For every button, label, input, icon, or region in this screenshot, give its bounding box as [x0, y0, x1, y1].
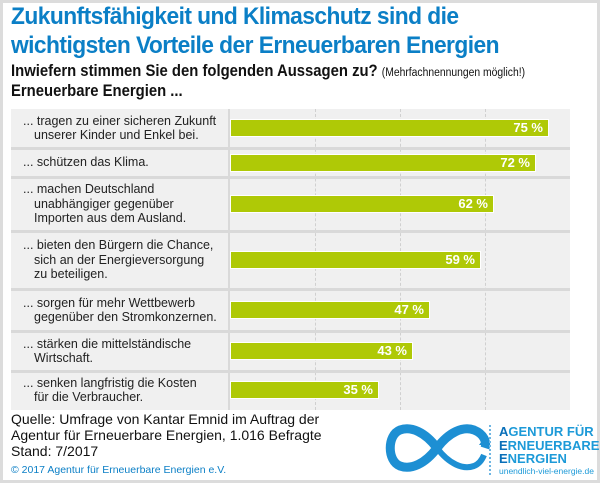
bar-value-label: 59 % — [445, 252, 475, 267]
category-label-line: ... machen Deutschland — [23, 182, 155, 197]
infinity-icon — [385, 424, 491, 472]
category-label: ... sorgen für mehr Wettbewerb gegenüber … — [23, 290, 228, 330]
category-label-line: unabhängiger gegenüber — [34, 196, 174, 211]
category-label-line: ... senken langfristig die Kosten — [23, 375, 197, 390]
logo-line-3: ENERGIEN — [499, 451, 567, 466]
logo-url: unendlich-viel-energie.de — [499, 466, 594, 476]
bar-value-label: 43 % — [377, 343, 407, 358]
bar — [230, 154, 536, 172]
logo-line-1: AGENTUR FÜR — [499, 424, 594, 439]
bar-value-label: 75 % — [513, 120, 543, 135]
source-line-2: Agentur für Erneuerbare Energien, 1.016 … — [11, 427, 322, 443]
bar — [230, 119, 549, 137]
bar-value-label: 62 % — [458, 196, 488, 211]
copyright: © 2017 Agentur für Erneuerbare Energien … — [11, 464, 227, 476]
bar — [230, 301, 430, 319]
row-divider — [11, 370, 570, 373]
category-label-line: sich an der Energieversorgung — [34, 252, 205, 267]
bar — [230, 381, 379, 399]
chart-title: Zukunftsfähigkeit und Klimaschutz sind d… — [11, 2, 500, 60]
row-divider — [11, 147, 570, 150]
category-label: ... bieten den Bürgern die Chance, sich a… — [23, 232, 228, 288]
bar — [230, 195, 494, 213]
question-text: Inwiefern stimmen Sie den folgenden Auss… — [11, 62, 378, 80]
gridline-60 — [485, 109, 486, 410]
category-label-line: ... tragen zu einer sicheren Zukunft — [23, 113, 217, 128]
category-label-line: Wirtschaft. — [34, 351, 94, 365]
category-label-line: ... schützen das Klima. — [23, 155, 149, 170]
category-label: ... schützen das Klima. — [23, 149, 228, 176]
bar-value-label: 35 % — [343, 382, 373, 397]
source-line-3: Stand: 7/2017 — [11, 443, 99, 459]
statement-lead: Erneuerbare Energien ... — [11, 82, 183, 100]
question-subtitle: Inwiefern stimmen Sie den folgenden Auss… — [11, 61, 525, 83]
bar-chart: ... tragen zu einer sicheren Zukunft unse… — [11, 109, 570, 410]
row-divider — [11, 288, 570, 291]
category-label-line: unserer Kinder und Enkel bei. — [34, 128, 199, 142]
row-divider — [11, 230, 570, 233]
label-column-divider — [228, 109, 230, 410]
category-label-line: zu beteiligen. — [34, 267, 108, 282]
title-line-2: wichtigsten Vorteile der Erneuerbaren En… — [11, 32, 500, 59]
category-label: ... stärken die mittelständische Wirtscha… — [23, 332, 228, 370]
category-label-line: ... stärken die mittelständische — [23, 336, 192, 351]
category-label-line: für die Verbraucher. — [34, 390, 144, 404]
bar-value-label: 47 % — [394, 302, 424, 317]
logo-divider — [489, 425, 491, 475]
logo-wordmark: AGENTUR FÜR ERNEUERBARE ENERGIEN — [499, 425, 599, 466]
bar — [230, 342, 413, 360]
category-label: ... machen Deutschland unabhängiger gegen… — [23, 178, 228, 230]
bar — [230, 251, 481, 269]
category-label-line: ... sorgen für mehr Wettbewerb — [23, 295, 196, 310]
logo-line-2: ERNEUERBARE — [499, 437, 600, 453]
source-line-1: Quelle: Umfrage von Kantar Emnid im Auft… — [11, 411, 320, 427]
bar-value-label: 72 % — [500, 155, 530, 170]
category-label-line: gegenüber den Stromkonzernen. — [34, 310, 217, 324]
row-divider — [11, 330, 570, 333]
title-line-1: Zukunftsfähigkeit und Klimaschutz sind d… — [11, 3, 459, 30]
category-label: ... senken langfristig die Kosten für die… — [23, 372, 228, 408]
category-label-line: Importen aus dem Ausland. — [34, 211, 187, 226]
category-label-line: ... bieten den Bürgern die Chance, — [23, 238, 214, 253]
question-note: (Mehrfachnennungen möglich!) — [381, 67, 526, 79]
row-divider — [11, 176, 570, 179]
category-label: ... tragen zu einer sicheren Zukunft unse… — [23, 109, 228, 147]
source-note: Quelle: Umfrage von Kantar Emnid im Auft… — [11, 411, 322, 459]
